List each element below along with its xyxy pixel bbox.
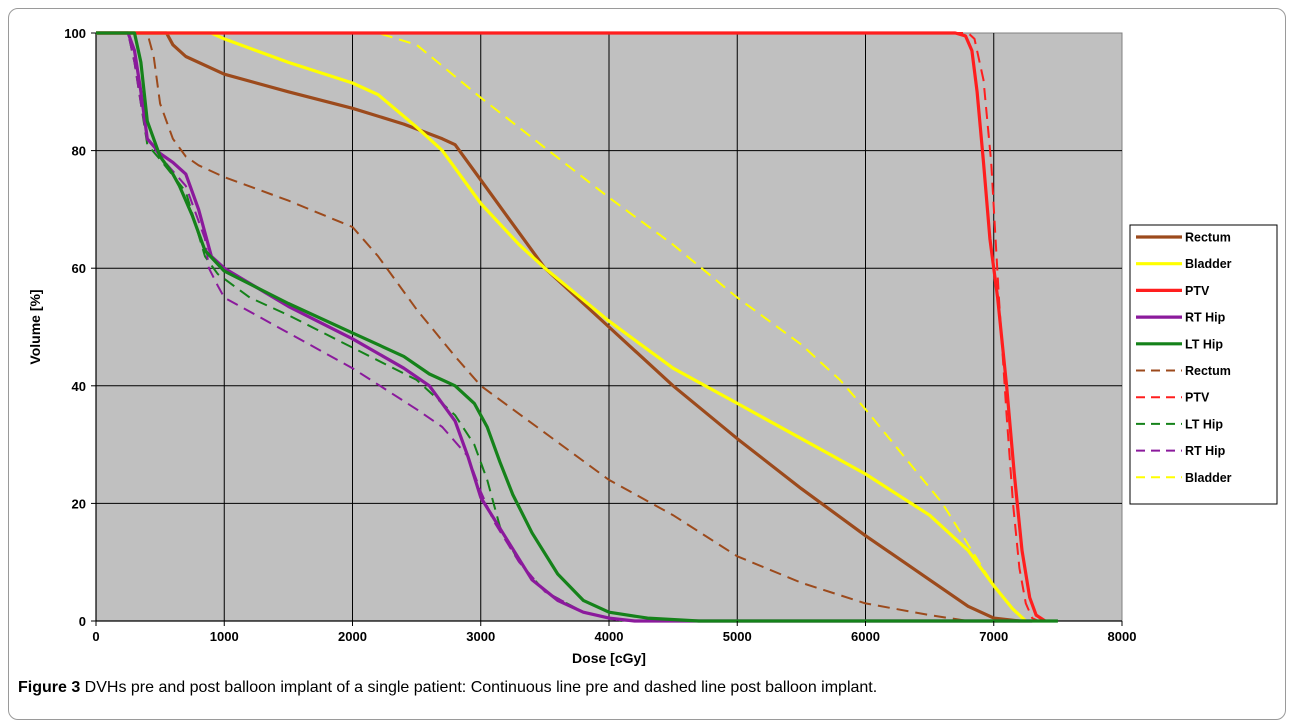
legend-label: Rectum: [1185, 231, 1231, 245]
x-tick-label: 8000: [1108, 629, 1137, 644]
legend-label: RT Hip: [1185, 444, 1226, 458]
figure-caption: Figure 3 DVHs pre and post balloon impla…: [18, 679, 877, 697]
x-tick-label: 2000: [338, 629, 367, 644]
series-line-bladder-dashed: [96, 32, 1027, 622]
series-line-lt-hip-solid: [96, 31, 1058, 623]
y-tick-label: 0: [79, 614, 86, 629]
x-tick-label: 3000: [466, 629, 495, 644]
legend-label: Bladder: [1185, 257, 1232, 271]
x-tick-label: 6000: [851, 629, 880, 644]
legend-box: [1129, 224, 1278, 505]
x-tick-label: 4000: [595, 629, 624, 644]
legend-label: LT Hip: [1185, 417, 1223, 431]
y-tick-label: 80: [72, 144, 86, 159]
dvh-chart: 0 1000 2000 3000 4000 5000 6000 7000 8000 0 20 40 6…: [27, 26, 1278, 666]
caption-text: DVHs pre and post balloon implant of a s…: [80, 679, 878, 696]
series-line-ptv-solid: [96, 31, 1046, 623]
y-tick-label: 40: [72, 379, 86, 394]
x-tick-label: 1000: [210, 629, 239, 644]
legend: Rectum Bladder PTV RT Hip LT Hip Rectum PTV LT …: [1129, 224, 1278, 505]
legend-label: PTV: [1185, 391, 1210, 405]
x-tick-label: 7000: [979, 629, 1008, 644]
x-tick-label: 5000: [723, 629, 752, 644]
caption-label: Figure 3: [18, 679, 81, 696]
series-line-rectum-dashed: [96, 32, 969, 622]
x-tick-label: 0: [92, 629, 99, 644]
legend-label: LT Hip: [1185, 337, 1223, 351]
x-tick-labels: 0 1000 2000 3000 4000 5000 6000 7000 8000: [92, 621, 1136, 644]
series-line-bladder-solid: [96, 31, 1027, 623]
legend-label: Bladder: [1185, 471, 1232, 485]
y-tick-labels: 0 20 40 60 80 100: [64, 26, 96, 629]
x-axis-label: Dose [cGy]: [572, 650, 646, 666]
y-tick-label: 20: [72, 496, 86, 511]
y-axis-label: Volume [%]: [27, 289, 43, 364]
legend-label: PTV: [1185, 284, 1210, 298]
legend-label: Rectum: [1185, 364, 1231, 378]
series-lines: [96, 31, 1058, 623]
series-line-rt-hip-solid: [96, 31, 1033, 623]
y-tick-label: 100: [64, 26, 86, 41]
series-line-rectum-solid: [96, 31, 1020, 623]
legend-label: RT Hip: [1185, 311, 1226, 325]
y-tick-label: 60: [72, 261, 86, 276]
